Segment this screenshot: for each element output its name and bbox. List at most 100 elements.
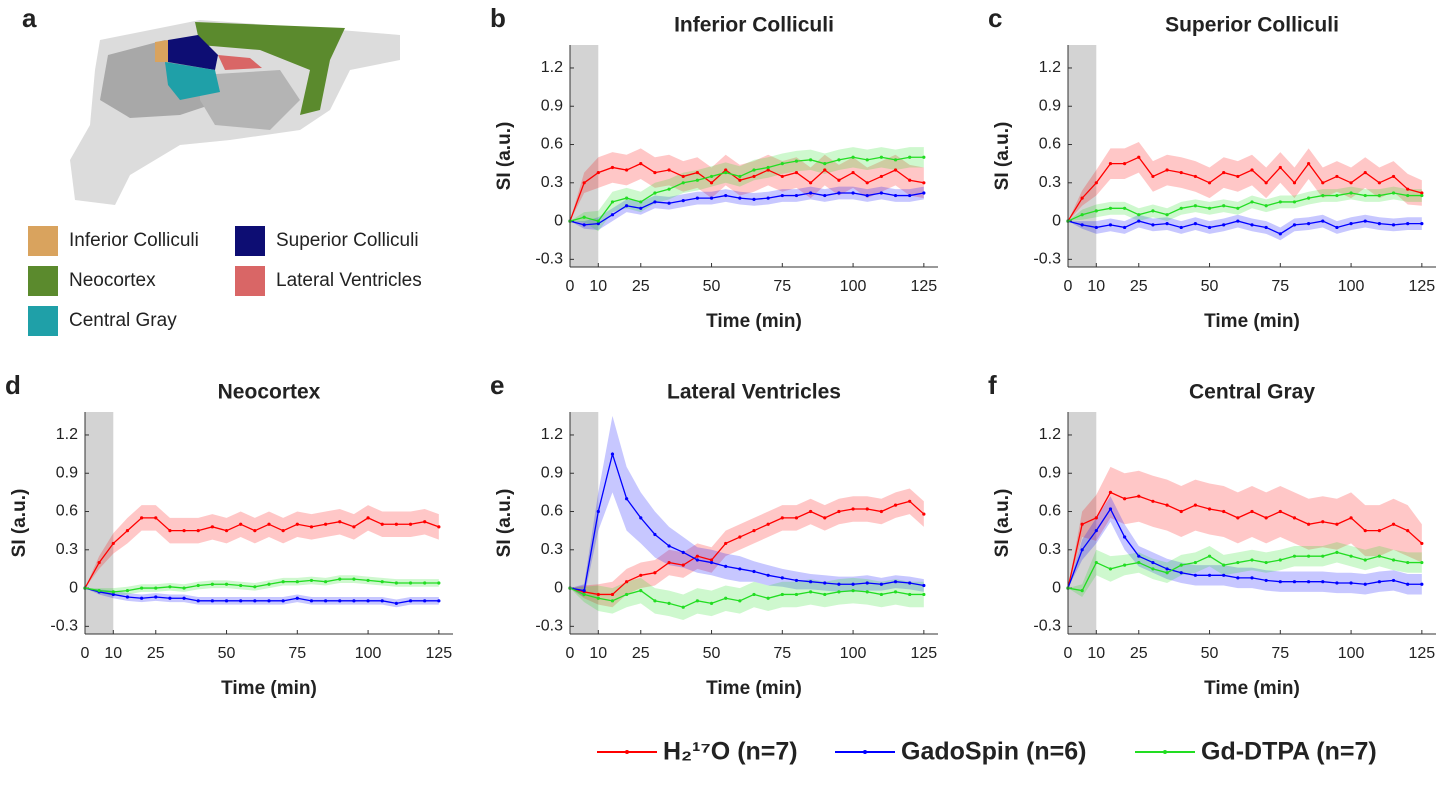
data-point xyxy=(1123,497,1127,501)
x-axis-label: Time (min) xyxy=(706,311,802,332)
data-point xyxy=(210,582,214,586)
data-point xyxy=(309,525,314,529)
data-point xyxy=(724,541,728,546)
legend-label: Gd-DTPA (n=7) xyxy=(1201,738,1377,766)
data-point xyxy=(809,181,813,185)
data-point xyxy=(879,509,883,514)
data-point xyxy=(851,507,855,511)
data-point xyxy=(809,580,813,584)
brain-region xyxy=(200,70,300,130)
data-point xyxy=(1391,174,1396,179)
data-point xyxy=(893,590,898,594)
data-point xyxy=(1193,573,1197,577)
data-point xyxy=(1349,191,1353,195)
data-point xyxy=(879,592,883,597)
data-point xyxy=(780,576,784,580)
data-point xyxy=(1080,213,1084,217)
data-point xyxy=(1264,578,1268,583)
data-point xyxy=(780,174,784,179)
data-point xyxy=(780,193,784,198)
region-swatch xyxy=(28,306,58,336)
data-point xyxy=(1094,181,1098,185)
data-point xyxy=(1222,204,1226,208)
data-point xyxy=(653,571,657,575)
x-tick-label: 100 xyxy=(1338,278,1365,295)
panel-label: b xyxy=(490,3,506,33)
series-line xyxy=(1067,507,1422,589)
error-band xyxy=(85,588,439,608)
data-point xyxy=(823,193,827,198)
x-tick-label: 25 xyxy=(632,278,650,295)
y-tick-label: 0.3 xyxy=(541,174,563,191)
legend-label: GadoSpin (n=6) xyxy=(901,738,1086,766)
error-band xyxy=(570,577,924,620)
series-line xyxy=(1067,156,1423,222)
data-point xyxy=(140,516,144,520)
region-label: Superior Colliculi xyxy=(276,230,419,251)
data-point xyxy=(681,550,685,554)
data-point xyxy=(380,522,384,526)
data-point xyxy=(780,516,784,520)
data-point xyxy=(780,592,784,597)
data-point xyxy=(281,529,285,533)
x-tick-label: 125 xyxy=(910,278,937,295)
data-point xyxy=(1207,225,1212,230)
data-point xyxy=(1222,223,1226,227)
data-point xyxy=(1349,181,1353,185)
data-point xyxy=(1321,181,1325,185)
region-label: Neocortex xyxy=(69,270,156,291)
data-point xyxy=(1236,560,1240,565)
data-point xyxy=(724,168,728,172)
data-point xyxy=(1236,206,1240,210)
data-point xyxy=(1137,219,1141,223)
x-tick-label: 125 xyxy=(1408,278,1435,295)
data-point xyxy=(224,582,229,586)
data-point xyxy=(182,596,186,600)
x-tick-label: 25 xyxy=(1130,645,1148,662)
data-point xyxy=(908,193,912,198)
data-point xyxy=(809,590,813,594)
data-point xyxy=(922,181,926,185)
x-tick-label: 50 xyxy=(1201,278,1219,295)
data-point xyxy=(1080,223,1084,227)
data-point xyxy=(1307,196,1311,200)
x-tick-label: 0 xyxy=(566,645,575,662)
y-tick-label: 0.3 xyxy=(1039,541,1061,558)
data-point xyxy=(182,586,186,590)
data-point xyxy=(1108,507,1113,511)
x-tick-label: 75 xyxy=(773,645,791,662)
chart-title: Superior Colliculi xyxy=(1165,14,1339,37)
data-point xyxy=(1292,200,1297,204)
error-band xyxy=(570,186,924,230)
data-point xyxy=(295,522,299,526)
data-point xyxy=(1391,558,1396,562)
data-point xyxy=(1278,200,1282,204)
data-point xyxy=(1137,213,1141,217)
data-point xyxy=(1222,573,1226,577)
data-point xyxy=(653,532,657,537)
data-point xyxy=(1179,571,1183,575)
chart: e Lateral Ventricles Time (min) SI (a.u.) -0… xyxy=(490,370,938,699)
data-point xyxy=(338,520,342,524)
data-point xyxy=(1151,174,1155,179)
data-point xyxy=(1321,193,1325,198)
x-axis-label: Time (min) xyxy=(1204,311,1300,332)
data-point xyxy=(752,569,756,574)
region-label: Lateral Ventricles xyxy=(276,270,422,291)
data-point xyxy=(1420,191,1424,195)
y-tick-label: 0 xyxy=(1052,579,1061,596)
data-point xyxy=(1264,225,1268,230)
y-tick-label: 0.6 xyxy=(1039,503,1061,520)
data-point xyxy=(865,181,869,185)
data-point xyxy=(695,554,699,558)
data-point xyxy=(639,516,643,520)
data-point xyxy=(738,599,742,603)
data-point xyxy=(1222,170,1226,175)
data-point xyxy=(851,191,855,195)
data-point xyxy=(724,564,728,568)
x-tick-label: 75 xyxy=(288,645,306,662)
data-point xyxy=(1165,571,1169,575)
chart-title: Central Gray xyxy=(1189,381,1315,404)
data-point xyxy=(1307,162,1311,166)
data-point xyxy=(681,199,685,203)
